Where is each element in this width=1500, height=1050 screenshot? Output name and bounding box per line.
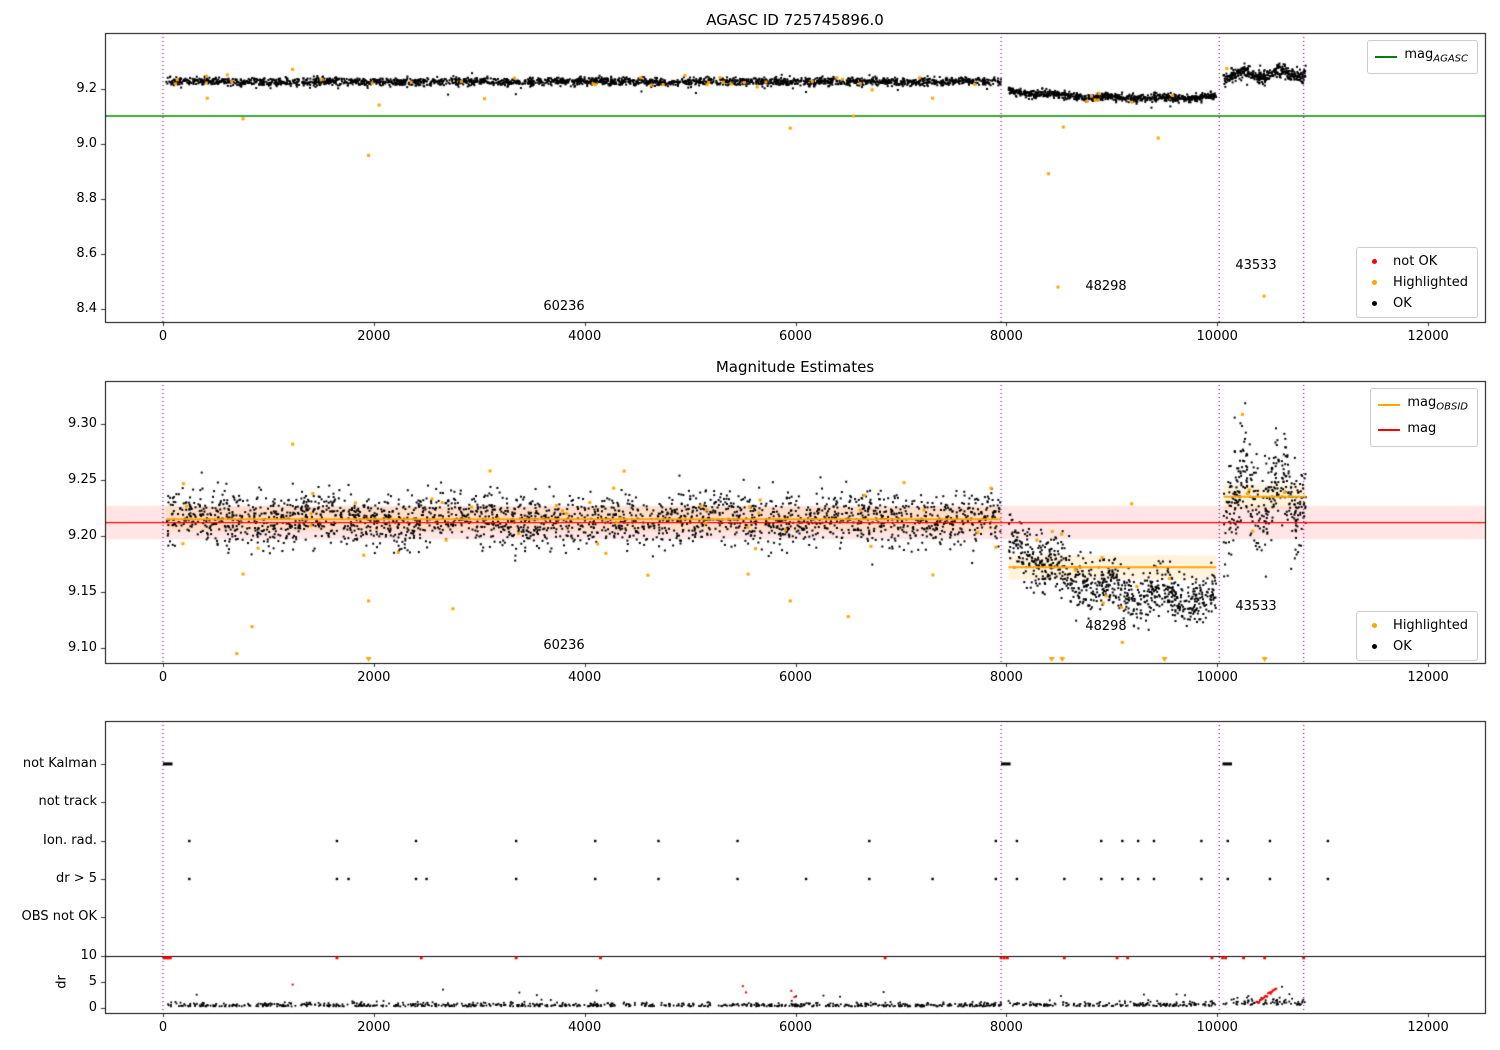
legend-label-mag-obsid: magOBSID [1407,395,1468,413]
legend-item-ok: OK [1364,295,1468,312]
flag-category-label: dr > 5 [55,870,97,886]
legend-label-mag: mag [1407,420,1437,436]
x-tick-label: 12000 [1407,670,1449,685]
flag-category-label: not track [38,793,97,809]
y-tick-label: 9.20 [68,527,97,543]
y-tick-label: 9.2 [76,80,97,96]
plot-title-middle: Magnitude Estimates [715,358,875,376]
dr-tick-label: 0 [88,1000,97,1015]
dr-tick-label: 5 [88,974,97,989]
x-tick-label: 2000 [357,329,391,344]
legend-item-mag: mag [1378,420,1468,442]
x-tick-label: 8000 [989,1020,1023,1035]
flag-category-label: OBS not OK [21,908,98,924]
black-dot-swatch-icon [1372,644,1378,649]
obsid-annotation-43533-middle: 43533 [1235,599,1277,614]
y-tick-label: 8.6 [76,245,97,261]
orange-dot-swatch-icon [1372,623,1378,628]
red-line-swatch-icon [1378,429,1401,432]
flag-category-label: not Kalman [22,755,97,771]
x-tick-label: 8000 [989,670,1023,685]
y-tick-label: 9.30 [68,416,97,431]
x-tick-label: 4000 [568,1020,602,1035]
obsid-annotation-60236-middle: 60236 [543,638,585,653]
obsid-annotation-48298-middle: 48298 [1085,619,1127,634]
legend-label-mag-agasc: magAGASC [1404,47,1468,65]
dr-tick-label: 10 [80,948,97,963]
obsid-annotation-43533-top: 43533 [1235,258,1277,273]
y-axis-label-dr: dr [54,975,70,989]
y-tick-label: 9.15 [68,583,97,599]
x-tick-label: 4000 [568,329,602,344]
x-tick-label: 0 [158,329,168,344]
legend-item-highlighted: Highlighted [1364,617,1468,634]
legend-mag-lines: magOBSID mag [1370,388,1478,448]
legend-item-mag-obsid: magOBSID [1378,394,1468,416]
orange-dot-swatch-icon [1372,280,1378,285]
x-tick-label: 4000 [568,670,602,685]
legend-mag-agasc: magAGASC [1367,40,1478,74]
y-tick-label: 9.10 [68,639,97,655]
y-tick-label: 9.25 [68,472,97,487]
x-tick-label: 12000 [1407,1020,1449,1035]
legend-item-not-ok: not OK [1364,253,1468,270]
x-tick-label: 12000 [1407,329,1449,344]
x-tick-label: 10000 [1196,329,1238,344]
legend-item-ok: OK [1364,638,1468,655]
x-tick-label: 2000 [357,1020,391,1035]
legend-label-highlighted: Highlighted [1393,618,1468,633]
obsid-annotation-60236-top: 60236 [543,299,585,314]
legend-middle-scatter: Highlighted OK [1356,611,1478,661]
x-tick-label: 2000 [357,670,391,685]
y-tick-label: 8.4 [76,300,97,316]
obsid-annotation-48298-top: 48298 [1085,279,1127,294]
x-tick-label: 6000 [778,329,813,344]
legend-item-highlighted: Highlighted [1364,274,1468,291]
x-tick-label: 8000 [989,329,1023,344]
x-tick-label: 10000 [1196,1020,1238,1035]
y-tick-label: 9.0 [76,135,97,151]
flag-category-label: Ion. rad. [43,833,97,848]
legend-item-mag-agasc: magAGASC [1375,46,1468,68]
x-tick-label: 6000 [778,670,813,685]
x-tick-label: 0 [158,1020,168,1035]
x-tick-label: 6000 [778,1020,813,1035]
legend-label-highlighted: Highlighted [1393,275,1468,290]
plot-title-top: AGASC ID 725745896.0 [706,11,884,29]
legend-label-ok: OK [1393,296,1412,311]
orange-line-swatch-icon [1378,403,1401,406]
y-tick-label: 8.8 [76,190,97,206]
legend-top-scatter: not OK Highlighted OK [1356,247,1478,318]
x-tick-label: 0 [158,670,168,685]
x-tick-label: 10000 [1196,670,1238,685]
legend-label-ok: OK [1393,639,1412,654]
green-line-swatch-icon [1375,55,1398,58]
red-dot-swatch-icon [1372,259,1378,264]
black-dot-swatch-icon [1372,301,1378,306]
legend-label-not-ok: not OK [1393,254,1438,269]
